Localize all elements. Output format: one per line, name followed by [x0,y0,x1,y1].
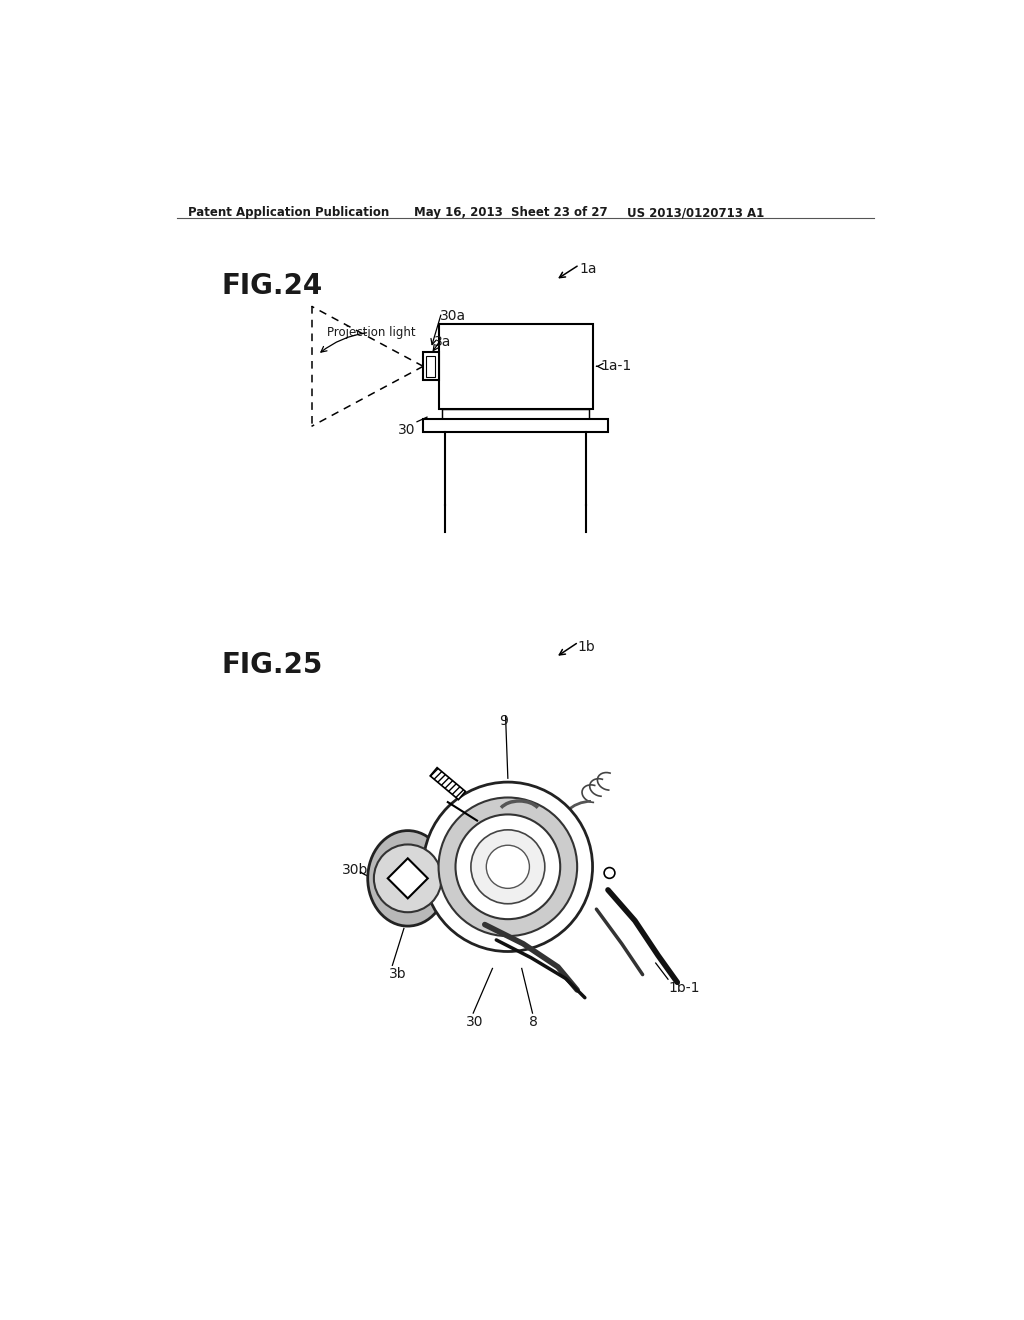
Text: 1a: 1a [580,263,597,276]
Text: 3a: 3a [434,335,452,350]
Bar [423,352,438,380]
Text: 30b: 30b [342,863,369,876]
Text: 1b: 1b [578,640,595,653]
Circle shape [374,845,441,912]
Circle shape [471,830,545,904]
Circle shape [456,814,560,919]
Bar [442,409,589,420]
Circle shape [486,845,529,888]
Text: Patent Application Publication: Patent Application Publication [188,206,389,219]
Text: FIG.24: FIG.24 [221,272,323,301]
Text: 30: 30 [398,424,416,437]
Circle shape [423,781,593,952]
Text: FIG.25: FIG.25 [221,651,323,680]
Text: 30a: 30a [440,309,466,322]
Text: 3b: 3b [388,966,407,981]
Text: US 2013/0120713 A1: US 2013/0120713 A1 [628,206,765,219]
Text: Projection light: Projection light [327,326,416,339]
Bar [423,420,608,432]
Text: 1b-1: 1b-1 [668,981,699,995]
Polygon shape [430,768,466,800]
Ellipse shape [368,830,447,927]
Bar [438,323,593,409]
Text: May 16, 2013  Sheet 23 of 27: May 16, 2013 Sheet 23 of 27 [414,206,607,219]
Text: 8: 8 [529,1015,539,1028]
Circle shape [438,797,578,936]
Bar [426,355,435,378]
Text: 30: 30 [466,1015,483,1028]
Text: 9: 9 [500,714,509,729]
Polygon shape [388,858,428,899]
Text: 1a-1: 1a-1 [600,359,632,374]
Circle shape [604,867,614,878]
